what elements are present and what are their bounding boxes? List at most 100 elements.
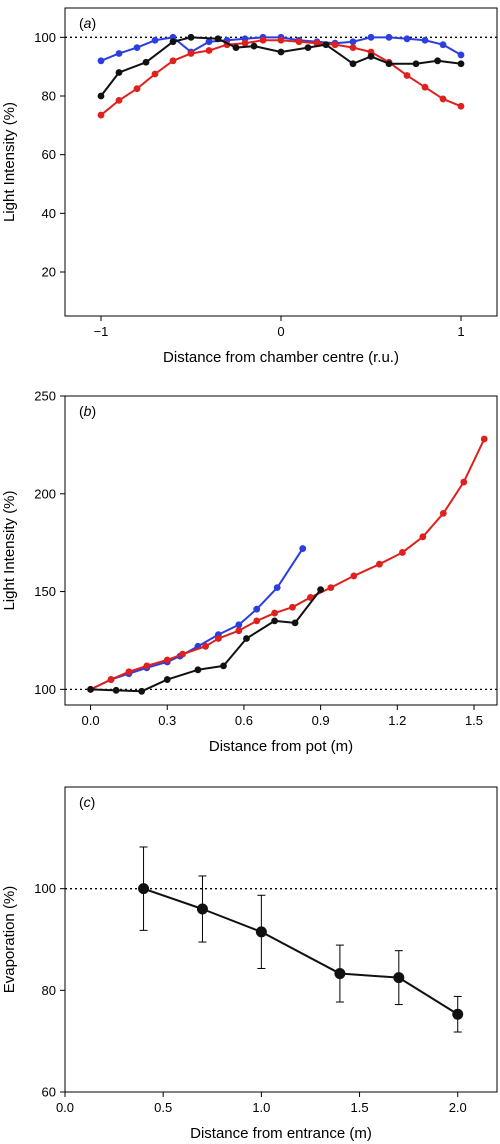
data-point: [163, 656, 171, 664]
panel-label: (b): [79, 403, 96, 419]
data-point: [187, 50, 195, 57]
data-point: [421, 36, 429, 44]
data-point: [232, 44, 240, 51]
data-point: [291, 619, 299, 627]
x-axis-label: Distance from chamber centre (r.u.): [163, 349, 399, 366]
data-point: [334, 968, 346, 980]
data-point: [255, 926, 267, 938]
series-2: [97, 36, 465, 119]
data-point: [273, 584, 281, 592]
data-point: [412, 60, 420, 68]
y-tick-label: 80: [42, 89, 56, 104]
data-point: [243, 635, 250, 642]
data-point: [202, 642, 209, 650]
data-point: [439, 509, 447, 517]
data-point: [205, 38, 213, 46]
data-point: [112, 686, 120, 694]
x-tick-label: 1.0: [252, 1100, 270, 1115]
data-point: [133, 85, 141, 93]
data-point: [138, 883, 150, 895]
data-point: [317, 586, 325, 594]
data-point: [457, 51, 465, 59]
data-point: [235, 627, 243, 635]
panel-3: 0.0 0.5 1.0 1.5 2.0 60 80 100 Distance from entr…: [1, 786, 498, 1142]
y-tick-label: 20: [42, 265, 56, 280]
data-point: [241, 39, 249, 47]
data-point: [304, 44, 312, 51]
y-tick-label: 80: [42, 983, 56, 998]
data-point: [419, 533, 427, 541]
data-point: [138, 687, 146, 695]
series-1: [138, 846, 464, 1033]
data-point: [480, 435, 488, 443]
data-point: [403, 72, 411, 79]
y-axis-label: Light Intensity (%): [1, 490, 18, 610]
y-axis-label: Light Intensity (%): [1, 102, 18, 222]
data-point: [163, 676, 171, 683]
y-axis-label: Evaporation (%): [1, 886, 18, 994]
data-point: [253, 605, 261, 613]
y-tick-label: 60: [42, 147, 56, 162]
data-point: [235, 621, 243, 629]
series-2: [87, 435, 488, 693]
data-point: [194, 666, 202, 674]
data-point: [331, 41, 339, 49]
data-point: [385, 60, 393, 68]
data-point: [115, 50, 123, 57]
data-point: [350, 572, 358, 580]
data-point: [115, 69, 123, 76]
x-tick-label: 0: [277, 324, 284, 339]
data-point: [220, 662, 227, 670]
data-point: [253, 617, 261, 625]
data-point: [179, 650, 186, 658]
data-point: [434, 57, 441, 65]
data-point: [277, 36, 285, 44]
data-point: [277, 48, 285, 56]
x-tick-label: 1.5: [351, 1100, 369, 1115]
series-line: [100, 36, 462, 97]
y-tick-label: 60: [42, 1085, 56, 1100]
data-point: [289, 603, 296, 611]
data-point: [299, 545, 307, 552]
x-tick-label: 0.0: [56, 1100, 74, 1115]
data-point: [271, 617, 279, 625]
data-point: [133, 44, 141, 51]
data-point: [97, 111, 105, 119]
data-point: [97, 92, 105, 100]
data-point: [421, 83, 429, 91]
series-line: [143, 887, 459, 1016]
data-point: [457, 102, 465, 110]
data-point: [87, 685, 94, 693]
data-point: [143, 662, 151, 670]
x-tick-label: 0.5: [154, 1100, 172, 1115]
data-point: [439, 95, 447, 103]
y-tick-label: 40: [42, 206, 56, 221]
y-tick-label: 100: [34, 881, 56, 896]
plot-frame: [64, 395, 498, 706]
y-tick-label: 250: [34, 389, 56, 404]
data-point: [151, 36, 159, 44]
data-point: [142, 58, 150, 66]
panel-label: (a): [79, 15, 96, 31]
data-point: [259, 36, 267, 44]
data-point: [457, 60, 465, 68]
plot-frame: [64, 786, 498, 1093]
data-point: [196, 903, 208, 915]
panel-1: −1 0 1 20 40 60 80 100 Distance from chamber cen…: [1, 7, 498, 366]
data-point: [327, 584, 335, 592]
x-tick-label: −1: [94, 324, 109, 339]
data-point: [367, 53, 375, 60]
x-axis-label: Distance from entrance (m): [190, 1125, 372, 1142]
y-tick-label: 200: [34, 486, 56, 501]
data-point: [349, 60, 357, 68]
data-point: [125, 668, 133, 676]
x-tick-label: 0.6: [235, 713, 253, 728]
data-point: [214, 35, 222, 43]
series-3: [87, 586, 325, 695]
x-tick-label: 0.0: [82, 713, 100, 728]
x-tick-label: 2.0: [449, 1100, 467, 1115]
data-point: [169, 57, 177, 65]
data-point: [460, 478, 468, 486]
x-axis-label: Distance from pot (m): [209, 738, 353, 755]
